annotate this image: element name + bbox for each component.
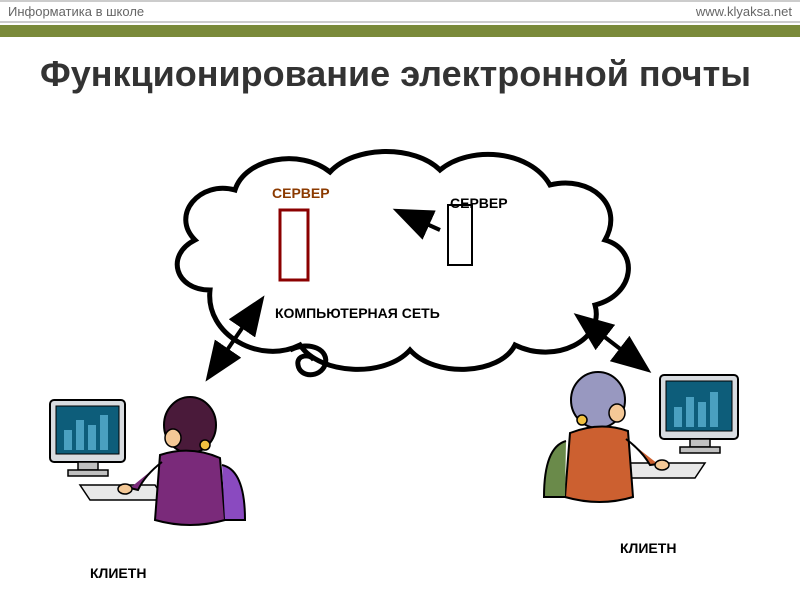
cloud-shape: [177, 151, 628, 374]
label-server1: СЕРВЕР: [272, 185, 330, 201]
label-server2: СЕРВЕР: [450, 195, 508, 211]
arrow-right-client: [580, 318, 645, 368]
header-bar: Информатика в школе www.klyaksa.net: [0, 0, 800, 23]
label-client2: КЛИЕТН: [620, 540, 676, 556]
label-network: КОМПЬЮТЕРНАЯ СЕТЬ: [275, 305, 440, 321]
green-bar: [0, 25, 800, 37]
client-right: [544, 372, 738, 502]
label-client1: КЛИЕТН: [90, 565, 146, 581]
client-left: [50, 397, 245, 525]
server2-box: [448, 205, 472, 265]
header-right: www.klyaksa.net: [696, 4, 792, 19]
page-title: Функционирование электронной почты: [0, 37, 800, 95]
server1-box: [280, 210, 308, 280]
diagram-area: СЕРВЕР СЕРВЕР КОМПЬЮТЕРНАЯ СЕТЬ КЛИЕТН К…: [0, 140, 800, 600]
header-left: Информатика в школе: [8, 4, 144, 19]
diagram-svg: [0, 140, 800, 600]
